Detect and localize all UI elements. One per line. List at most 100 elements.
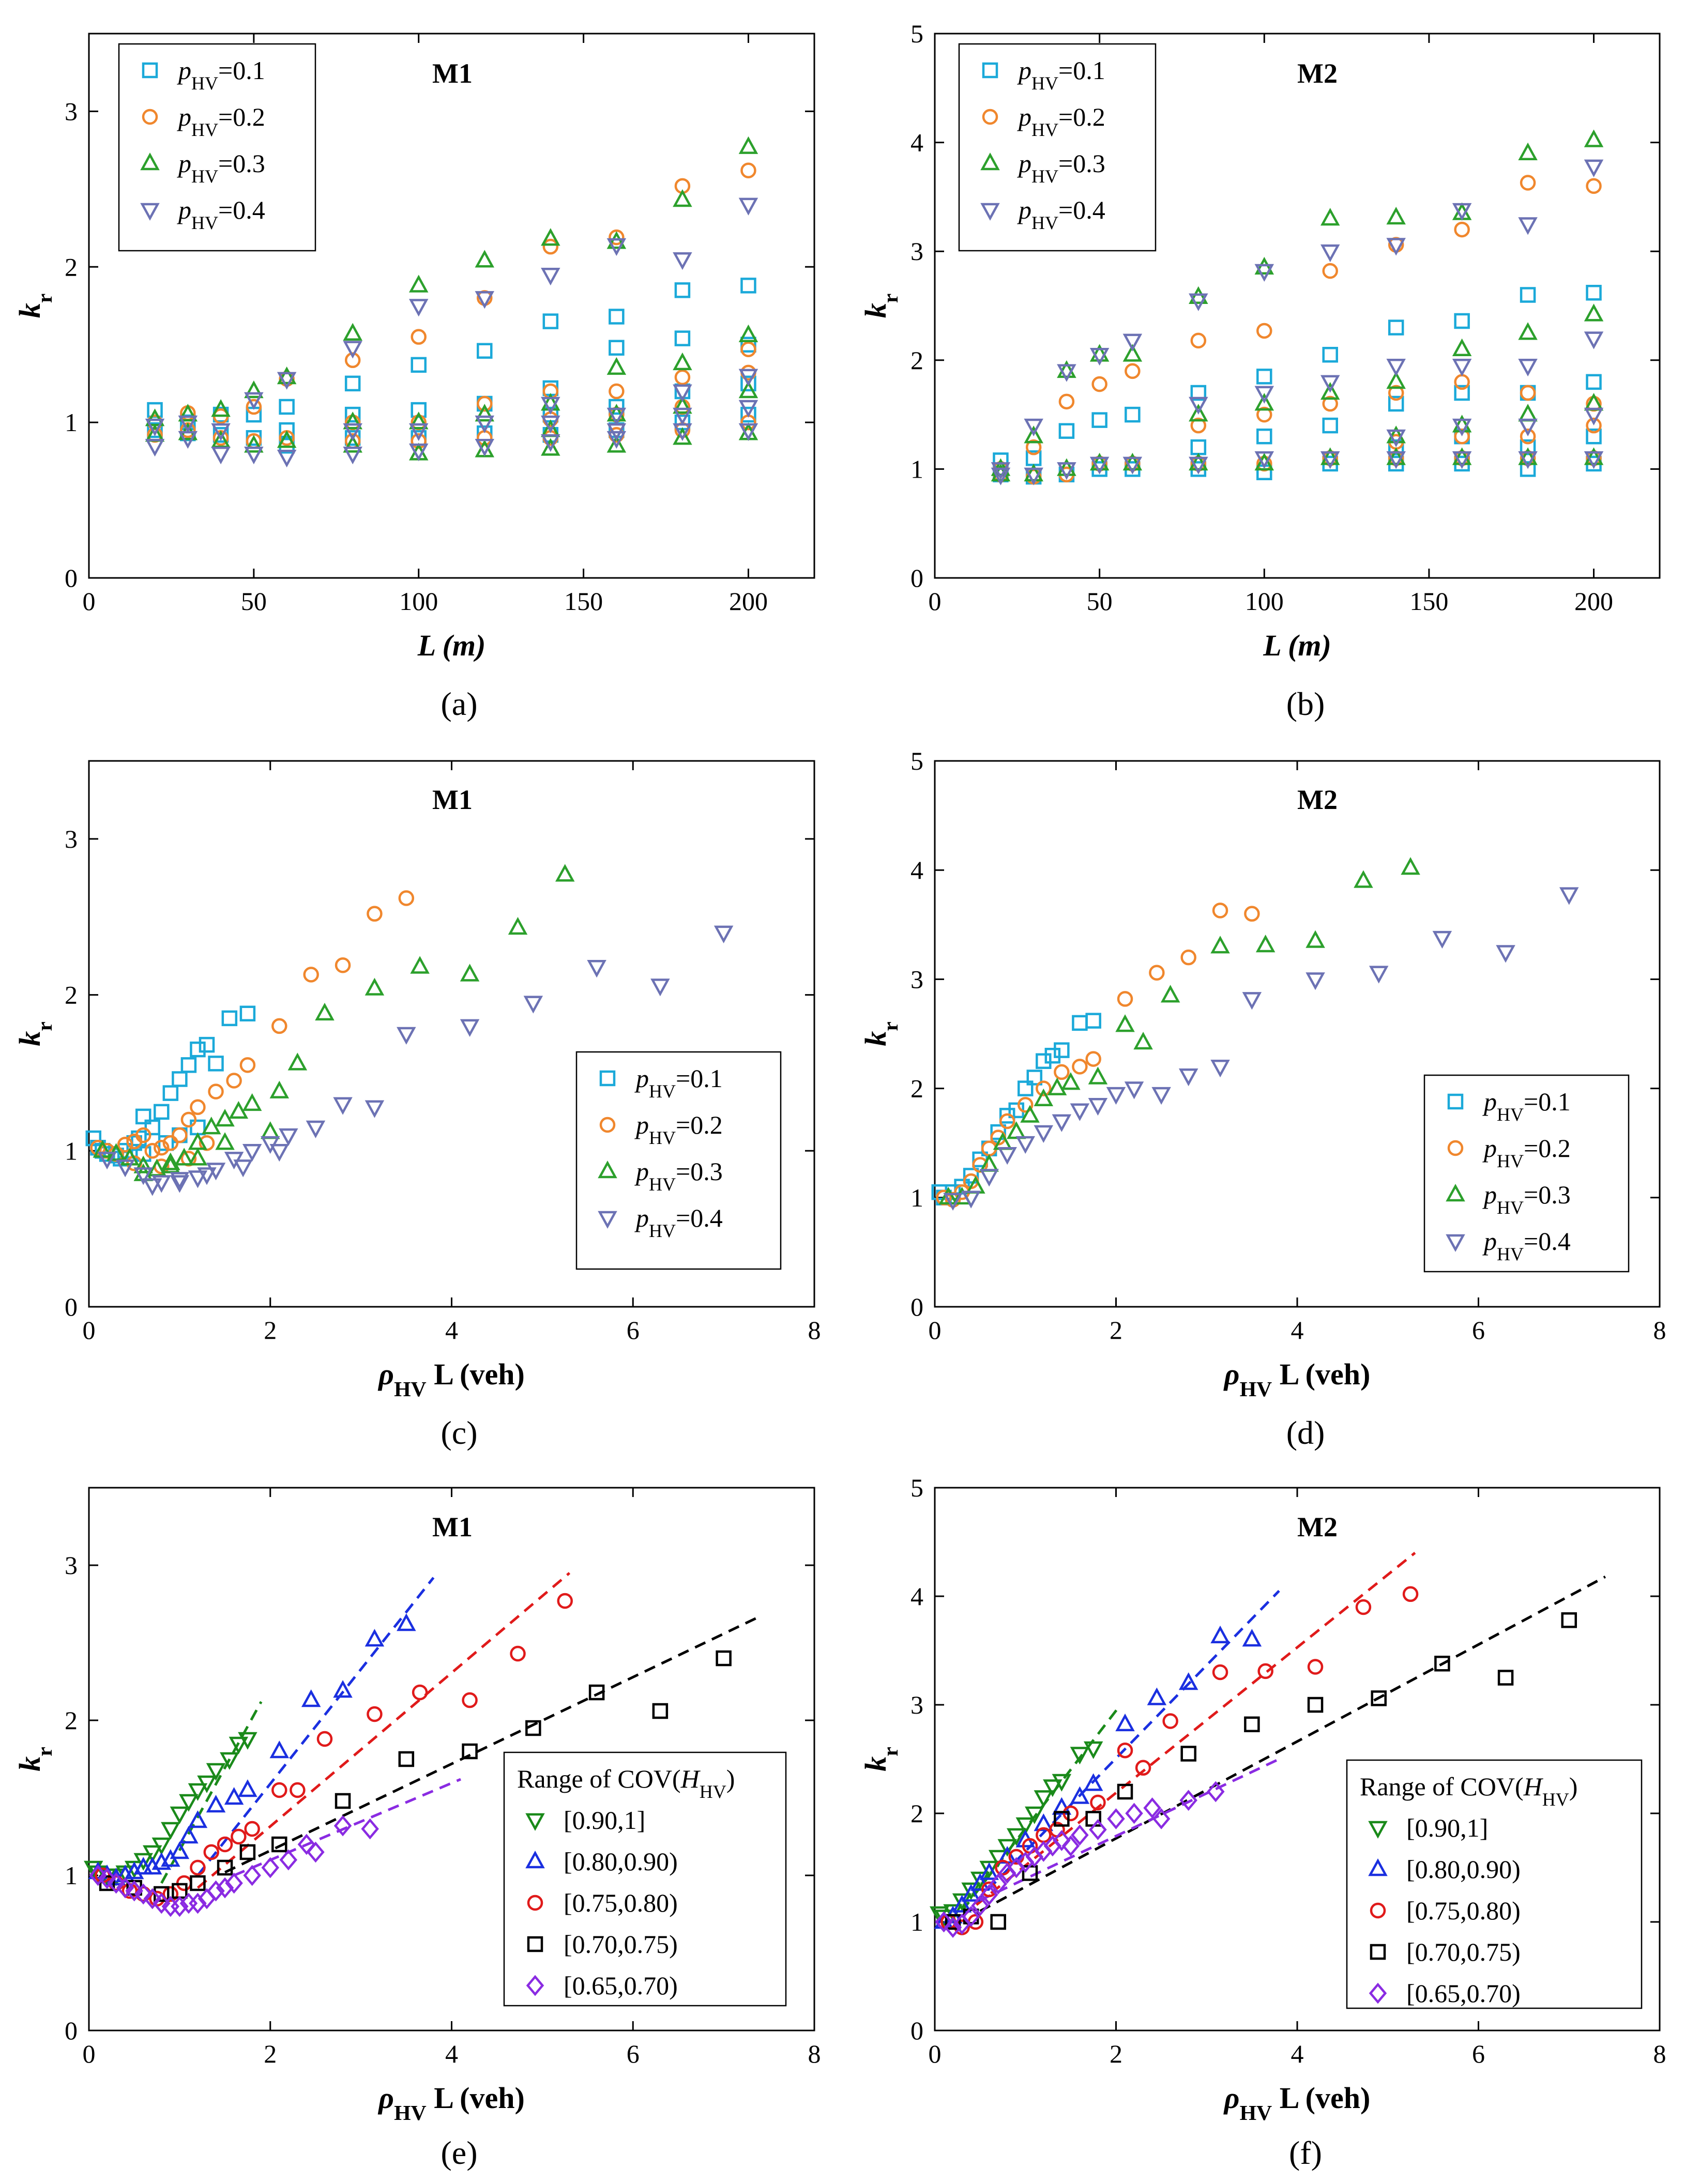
- y-tick-label: 1: [910, 454, 923, 483]
- y-tick-label: 5: [910, 1473, 923, 1502]
- x-tick-label: 8: [1653, 2039, 1666, 2068]
- data-point: [238, 1732, 257, 1750]
- data-point: [231, 1828, 247, 1845]
- data-point: [738, 136, 758, 154]
- y-tick-label: 2: [65, 981, 78, 1010]
- data-point: [344, 375, 361, 392]
- data-point: [1386, 359, 1406, 377]
- data-point: [1083, 1741, 1103, 1759]
- data-point: [147, 402, 163, 418]
- x-tick-label: 0: [83, 2039, 96, 2068]
- data-point: [303, 967, 319, 983]
- data-point: [606, 404, 627, 422]
- data-point: [1085, 1013, 1101, 1029]
- chart-panel-f: 0 2 4 6 8 0 1 2 3 4 5 ρHV L (veh) kr M2 Range of COV(H…: [859, 1473, 1666, 2125]
- data-point: [999, 1113, 1015, 1129]
- data-point: [991, 462, 1011, 480]
- legend-marker: [1447, 1093, 1464, 1110]
- data-point: [525, 1720, 541, 1736]
- legend: pHV=0.1 pHV=0.2 pHV=0.3 pHV=0.4: [958, 43, 1157, 252]
- legend-label: [0.75,0.80): [564, 1888, 678, 1917]
- data-point: [277, 366, 297, 385]
- panel-label-e: (e): [441, 2134, 478, 2171]
- data-point: [203, 1844, 220, 1860]
- data-point: [244, 447, 264, 465]
- data-point: [979, 1169, 999, 1187]
- data-point: [411, 433, 427, 449]
- x-tick-label: 6: [627, 1316, 640, 1345]
- data-point: [1062, 1805, 1079, 1822]
- data-point: [1320, 375, 1340, 393]
- data-point: [161, 1822, 180, 1840]
- data-point: [98, 1868, 116, 1889]
- data-point: [588, 1684, 605, 1701]
- legend-label: [0.65,0.70): [1406, 1979, 1521, 2008]
- x-tick-label: 0: [83, 1316, 96, 1345]
- data-point: [233, 1159, 253, 1178]
- data-point: [1178, 1672, 1198, 1690]
- data-point: [738, 369, 758, 387]
- data-point: [1015, 1136, 1035, 1154]
- data-point: [1401, 857, 1420, 875]
- data-point: [279, 1128, 298, 1147]
- x-tick-label: 2: [1110, 2039, 1122, 2068]
- legend-label: pHV=0.3: [634, 1157, 723, 1195]
- legend-label: pHV=0.3: [177, 149, 265, 187]
- y-axis-label-group: kr: [13, 1021, 57, 1046]
- data-point: [740, 278, 756, 294]
- data-point: [1386, 425, 1406, 444]
- data-point: [674, 330, 691, 346]
- legend-label: [0.90,1]: [564, 1806, 645, 1835]
- data-point: [243, 1865, 261, 1886]
- data-point: [738, 197, 758, 216]
- data-point: [1307, 1697, 1324, 1713]
- data-point: [301, 1689, 321, 1707]
- fit-line: [160, 1701, 263, 1884]
- y-axis-label: kr: [13, 1021, 57, 1046]
- data-point: [673, 189, 692, 207]
- data-point: [1190, 439, 1207, 455]
- data-point: [116, 1877, 134, 1899]
- x-tick-label: 100: [399, 587, 438, 616]
- data-point: [133, 1853, 153, 1871]
- plot-area-b: [934, 33, 1661, 579]
- data-point: [1057, 458, 1076, 476]
- data-point: [1386, 206, 1406, 225]
- y-axis-label-group: kr: [859, 1021, 903, 1046]
- data-point: [1151, 1087, 1171, 1105]
- data-point: [133, 1167, 153, 1185]
- legend-label: pHV=0.2: [177, 102, 265, 140]
- y-axis-label: kr: [13, 1747, 57, 1771]
- data-point: [117, 1136, 133, 1153]
- chart-panel-e: 0 2 4 6 8 0 1 2 3 ρHV L (veh) kr M1 Range of COV(HHV…: [13, 1487, 821, 2125]
- legend-label: [0.80,0.90): [564, 1847, 678, 1876]
- data-point: [997, 1147, 1017, 1165]
- data-point: [1320, 244, 1340, 263]
- data-point: [1022, 1865, 1038, 1881]
- data-point: [145, 438, 165, 457]
- data-point: [1117, 1783, 1133, 1800]
- data-point: [411, 329, 427, 345]
- data-point: [1125, 363, 1141, 379]
- data-point: [1256, 464, 1272, 480]
- data-point: [542, 313, 559, 329]
- data-point: [1452, 338, 1472, 357]
- data-point: [989, 1873, 1007, 1895]
- data-point: [475, 415, 495, 434]
- data-point: [343, 423, 362, 441]
- data-point: [1586, 178, 1602, 194]
- data-point: [1057, 462, 1076, 480]
- legend-marker: [980, 203, 1000, 221]
- data-point: [1454, 455, 1470, 472]
- data-point: [541, 415, 560, 434]
- data-point: [1044, 1047, 1061, 1064]
- data-point: [290, 1782, 306, 1798]
- data-point: [979, 1862, 999, 1880]
- data-point: [935, 1911, 953, 1933]
- x-tick-label: 4: [445, 1316, 458, 1345]
- data-point: [1122, 452, 1143, 471]
- data-point: [979, 1860, 999, 1878]
- data-point: [161, 1152, 180, 1170]
- data-point: [1091, 412, 1107, 428]
